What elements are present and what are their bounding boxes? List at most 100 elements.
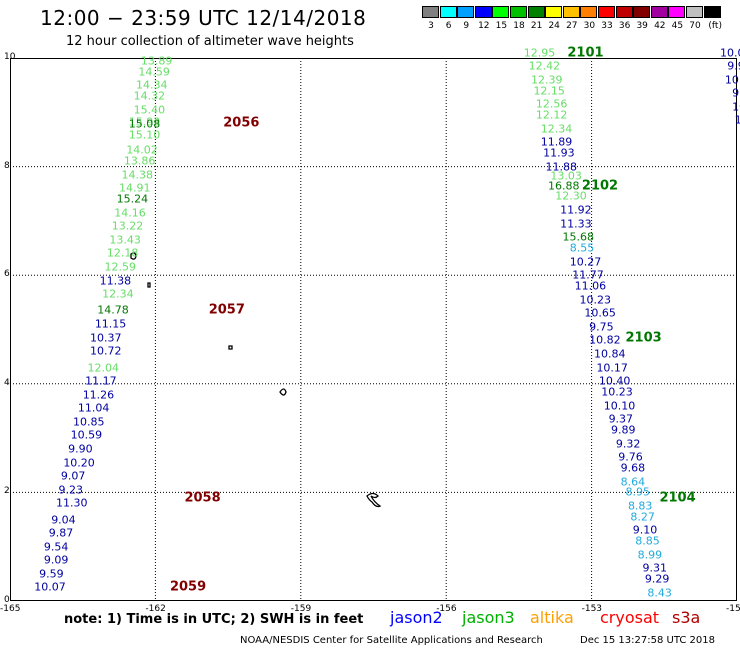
wave-height-value: 12.30 bbox=[555, 189, 587, 203]
wave-height-value: 12.34 bbox=[102, 287, 134, 301]
wave-height-value: 16.88 bbox=[547, 179, 580, 193]
x-tick-label: -162 bbox=[145, 604, 166, 614]
legend-label: 24 bbox=[548, 21, 560, 31]
wave-height-value: 13.03 bbox=[550, 169, 582, 183]
wave-height-value: 11.38 bbox=[99, 274, 132, 288]
wave-height-value: 12.34 bbox=[540, 122, 573, 136]
legend-label: 18 bbox=[513, 21, 525, 31]
x-tick-label: -159 bbox=[290, 604, 312, 614]
wave-height-value: 12.04 bbox=[87, 361, 120, 374]
legend-swatch bbox=[545, 6, 563, 18]
wave-height-value: 12.95 bbox=[523, 46, 556, 60]
wave-height-value: 9.09 bbox=[43, 553, 69, 567]
wave-height-value: 15.93 bbox=[128, 115, 161, 129]
wave-height-value: 8.99 bbox=[637, 548, 663, 562]
y-tick-label: 2 bbox=[4, 486, 10, 497]
legend-label: 33 bbox=[601, 21, 613, 31]
wave-height-value: 9.75 bbox=[589, 320, 614, 334]
legend-label: 30 bbox=[583, 21, 596, 31]
wave-height-value: 14.78 bbox=[97, 303, 129, 317]
legend-swatch bbox=[668, 6, 686, 18]
wave-height-value: 10.6 bbox=[734, 113, 740, 127]
legend-label: 36 bbox=[618, 21, 631, 31]
legend-swatch bbox=[598, 6, 615, 18]
y-tick-label: 4 bbox=[4, 377, 10, 388]
legend-swatch bbox=[703, 6, 721, 18]
legend-swatch bbox=[650, 6, 668, 18]
wave-height-value: 9.23 bbox=[58, 483, 83, 497]
wave-height-value: 12.59 bbox=[104, 260, 137, 274]
legend-label: 42 bbox=[654, 21, 666, 31]
wave-height-value: 9.29 bbox=[644, 572, 670, 586]
wave-height-value: 9.89 bbox=[610, 423, 636, 437]
wave-height-value: 14.38 bbox=[121, 168, 153, 182]
wave-height-value: 11.06 bbox=[574, 279, 607, 293]
y-tick-label: 8 bbox=[4, 160, 10, 171]
wave-height-value: 9.37 bbox=[608, 412, 634, 426]
legend-label: 21 bbox=[530, 21, 543, 31]
wave-height-value: 8.85 bbox=[635, 534, 660, 548]
wave-height-value: 9.94 bbox=[727, 59, 740, 73]
wave-height-value: 14.91 bbox=[119, 181, 151, 195]
legend-swatch bbox=[580, 6, 598, 18]
x-tick-label: -156 bbox=[436, 604, 457, 614]
pass-number-label: 2056 bbox=[223, 115, 260, 131]
wave-height-value: 13.86 bbox=[123, 154, 156, 168]
wave-height-value: 14.59 bbox=[138, 65, 170, 79]
wave-height-value: 10.84 bbox=[594, 347, 626, 361]
wave-height-value: 10.65 bbox=[584, 306, 616, 320]
wave-height-value: 9.76 bbox=[618, 450, 643, 464]
wave-height-value: 10.72 bbox=[89, 344, 122, 358]
legend-swatch bbox=[439, 6, 457, 18]
legend-swatch bbox=[562, 6, 580, 18]
pass-number-label: 2102 bbox=[581, 178, 619, 194]
wave-height-value: 11.33 bbox=[560, 217, 592, 231]
legend-unit: (ft) bbox=[708, 21, 722, 31]
x-tick-label: -165 bbox=[0, 604, 21, 614]
wave-height-value: 12.15 bbox=[533, 84, 565, 98]
wave-height-value: 13.89 bbox=[140, 54, 173, 68]
wave-height-value: 9.10 bbox=[632, 523, 658, 537]
wave-height-value: 12.56 bbox=[535, 97, 568, 111]
legend-swatch bbox=[527, 6, 545, 18]
wave-height-value: 10.20 bbox=[63, 456, 95, 470]
wave-height-value: 9.07 bbox=[60, 469, 86, 483]
wave-height-value: 8.95 bbox=[625, 485, 651, 499]
pass-number-label: 2058 bbox=[184, 490, 221, 506]
legend-swatch bbox=[492, 6, 510, 18]
wave-height-value: 11.04 bbox=[77, 401, 110, 415]
island-outline bbox=[228, 345, 233, 350]
wave-height-value: 9.04 bbox=[51, 513, 76, 527]
island-outline bbox=[130, 252, 137, 260]
legend-label: 45 bbox=[671, 21, 684, 31]
wave-height-value: 10.02 bbox=[720, 46, 740, 60]
wave-height-value: 12.12 bbox=[535, 108, 568, 122]
legend-label: 70 bbox=[689, 21, 701, 31]
wave-height-value: 11.92 bbox=[560, 203, 592, 217]
legend-label: 27 bbox=[566, 21, 578, 31]
island-outline bbox=[279, 388, 287, 396]
wave-height-value: 10.23 bbox=[601, 385, 633, 399]
generated-timestamp: Dec 15 13:27:58 UTC 2018 bbox=[580, 635, 715, 646]
wave-height-value: 12.39 bbox=[531, 73, 563, 87]
wave-height-value: 10.07 bbox=[34, 580, 66, 594]
wave-height-value: 14.32 bbox=[133, 89, 166, 103]
page-title: 12:00 − 23:59 UTC 12/14/2018 bbox=[40, 6, 367, 30]
wave-height-value: 11.89 bbox=[540, 135, 573, 149]
pass-number-label: 2103 bbox=[625, 330, 662, 346]
wave-height-value: 11.17 bbox=[85, 374, 117, 388]
wave-height-value: 10.22 bbox=[732, 100, 740, 114]
pass-number-label: 2057 bbox=[208, 302, 245, 318]
legend-label: 6 bbox=[445, 21, 452, 31]
wave-height-value: 10.23 bbox=[579, 293, 611, 307]
wave-height-value: 11.15 bbox=[94, 317, 127, 331]
wave-height-value: 15.08 bbox=[128, 117, 161, 131]
wave-height-value: 10.10 bbox=[603, 399, 636, 413]
wave-height-value: 9.54 bbox=[43, 540, 69, 554]
wave-height-value: 10.40 bbox=[598, 374, 631, 388]
wave-height-value: 9.68 bbox=[620, 461, 646, 475]
wave-height-value: 11.77 bbox=[572, 268, 604, 282]
satellite-name-jason3: jason3 bbox=[462, 608, 515, 627]
y-tick-label: 6 bbox=[4, 269, 10, 280]
